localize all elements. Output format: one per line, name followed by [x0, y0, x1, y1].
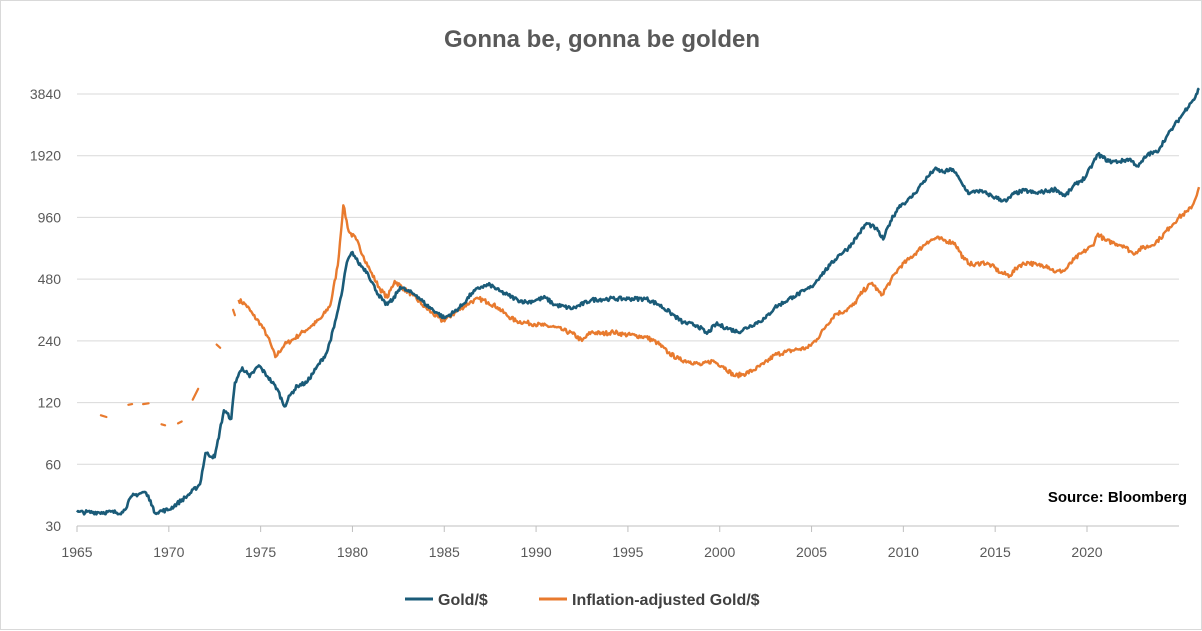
x-tick-label-1970: 1970: [153, 544, 184, 560]
x-tick-label-2000: 2000: [704, 544, 735, 560]
series-line-gold: [76, 87, 1201, 516]
inflation-adjusted-fragment-1: [127, 403, 134, 406]
y-tick-label-30: 30: [45, 518, 61, 534]
series-line-inflation-adjusted-gold: [237, 186, 1201, 379]
inflation-adjusted-fragment-6: [215, 343, 222, 349]
legend: Gold/$ Inflation-adjusted Gold/$: [405, 592, 760, 609]
x-tick-label-2015: 2015: [980, 544, 1011, 560]
y-tick-label-3840: 3840: [30, 86, 61, 102]
y-tick-label-120: 120: [38, 395, 62, 411]
x-tick-label-2005: 2005: [796, 544, 827, 560]
legend-label-gold: Gold/$: [438, 592, 488, 609]
inflation-adjusted-fragment-3: [160, 423, 167, 427]
y-tick-label-60: 60: [45, 456, 61, 472]
legend-label-inflation-adjusted: Inflation-adjusted Gold/$: [572, 592, 760, 609]
inflation-adjusted-fragment-2: [142, 402, 150, 406]
y-tick-label-240: 240: [38, 333, 62, 349]
inflation-adjusted-fragment-0: [99, 414, 108, 419]
series-lines: [76, 87, 1201, 516]
gridlines: [77, 93, 1179, 527]
x-axis-ticks: 1965 1970 1975 1980 1985 1990 1995 2000 2005 2010…: [61, 526, 1103, 560]
source-annotation: Source: Bloomberg: [1048, 489, 1187, 506]
x-tick-label-1985: 1985: [429, 544, 460, 560]
inflation-adjusted-fragment-5: [191, 387, 200, 401]
y-tick-label-480: 480: [38, 271, 62, 287]
x-tick-label-1995: 1995: [612, 544, 643, 560]
y-tick-label-1920: 1920: [30, 148, 61, 164]
y-axis-ticks: 30 60 120 240 480 960 1920 3840: [30, 86, 61, 534]
x-tick-label-2020: 2020: [1071, 544, 1102, 560]
x-tick-label-1990: 1990: [521, 544, 552, 560]
x-tick-label-1965: 1965: [61, 544, 92, 560]
x-tick-label-1980: 1980: [337, 544, 368, 560]
inflation-adjusted-fragment-4: [176, 420, 183, 425]
y-tick-label-960: 960: [38, 209, 62, 225]
x-tick-label-1975: 1975: [245, 544, 276, 560]
chart-title: Gonna be, gonna be golden: [444, 26, 760, 53]
x-tick-label-2010: 2010: [888, 544, 919, 560]
inflation-adjusted-fragment-7: [232, 308, 236, 317]
